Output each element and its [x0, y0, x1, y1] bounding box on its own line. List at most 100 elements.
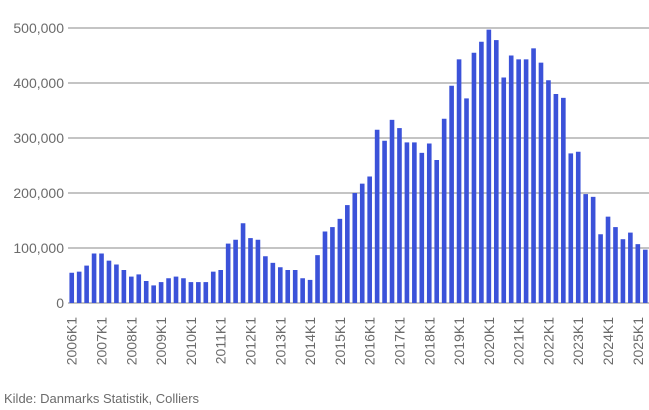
bar: [568, 153, 574, 303]
bar: [464, 98, 469, 304]
x-tick-label: 2011K1: [213, 317, 229, 364]
bar: [635, 244, 641, 303]
bar: [628, 232, 633, 303]
bar: [479, 41, 484, 303]
x-tick-label: 2014K1: [302, 317, 318, 365]
y-tick-label: 400,000: [13, 75, 64, 91]
bar: [233, 239, 238, 303]
y-tick-label: 0: [56, 295, 64, 311]
x-tick-label: 2022K1: [540, 317, 556, 365]
bar: [642, 249, 648, 303]
x-tick-label: 2021K1: [511, 317, 527, 365]
bar: [583, 194, 588, 303]
bar: [613, 227, 618, 303]
bar: [382, 140, 387, 303]
bar: [188, 282, 194, 303]
bar: [449, 85, 454, 303]
bar: [218, 270, 224, 303]
bar: [419, 152, 425, 303]
bar: [173, 276, 179, 303]
bar: [292, 270, 298, 303]
bar: [501, 77, 507, 303]
bar: [345, 205, 350, 303]
bar: [307, 279, 313, 303]
x-tick-label: 2019K1: [451, 317, 467, 365]
x-tick-label: 2009K1: [153, 317, 169, 365]
bar: [523, 59, 529, 303]
x-tick-label: 2007K1: [94, 317, 110, 365]
bar: [225, 243, 231, 303]
bar: [151, 285, 156, 303]
bar: [590, 196, 596, 303]
bar: [352, 193, 358, 303]
bar: [196, 282, 201, 303]
x-tick-label: 2023K1: [570, 317, 586, 365]
bar: [337, 218, 343, 303]
bar: [389, 119, 395, 303]
bar: [620, 239, 626, 303]
x-tick-label: 2015K1: [332, 317, 348, 365]
bar: [561, 97, 566, 303]
bar: [374, 129, 380, 303]
bar: [456, 59, 462, 303]
bar: [404, 142, 410, 303]
bar: [255, 239, 261, 303]
bar: [121, 270, 127, 303]
y-tick-label: 200,000: [13, 185, 64, 201]
y-tick-label: 300,000: [13, 130, 64, 146]
bar: [136, 274, 142, 303]
bar: [486, 29, 492, 304]
bar: [91, 253, 97, 303]
bar: [210, 271, 216, 303]
bar: [263, 256, 268, 303]
bar: [516, 59, 521, 303]
bar: [181, 278, 186, 303]
y-tick-label: 500,000: [13, 20, 64, 36]
bar: [129, 276, 134, 303]
bar: [359, 183, 365, 303]
bar: [412, 142, 417, 303]
x-tick-label: 2006K1: [64, 317, 80, 365]
bar: [546, 80, 551, 303]
bar: [553, 94, 559, 303]
x-tick-label: 2017K1: [391, 317, 407, 365]
x-axis-ticks: 2006K1 2007K1 2008K1 2009K1 2010K1 2011K1 2012…: [64, 317, 646, 365]
bar: [106, 260, 112, 303]
bar: [69, 272, 75, 303]
bar: [397, 128, 402, 303]
bar: [531, 48, 536, 303]
y-tick-label: 100,000: [13, 240, 64, 256]
x-tick-label: 2008K1: [123, 317, 139, 365]
bar: [367, 176, 372, 303]
x-tick-label: 2020K1: [481, 317, 497, 365]
bar: [203, 282, 209, 303]
bars: [69, 29, 648, 304]
y-axis-ticks: 0 100,000 200,000 300,000 400,000 500,000: [13, 20, 64, 311]
bar: [248, 238, 253, 303]
bar: [114, 264, 119, 303]
bar: [300, 278, 305, 303]
bar: [166, 278, 171, 303]
bar: [322, 231, 328, 303]
gridlines: [68, 27, 649, 304]
bar: [471, 52, 477, 303]
bar: [277, 267, 283, 303]
bar: [598, 234, 603, 303]
bar: [158, 282, 164, 303]
bar: [426, 143, 432, 303]
x-tick-label: 2024K1: [600, 317, 616, 365]
bar: [493, 40, 499, 303]
bar: [285, 270, 291, 303]
x-tick-label: 2016K1: [362, 317, 378, 365]
bar: [143, 281, 149, 303]
x-tick-label: 2013K1: [272, 317, 288, 365]
bar: [441, 118, 447, 303]
x-tick-label: 2018K1: [421, 317, 437, 365]
bar: [605, 216, 611, 303]
bar: [508, 55, 514, 303]
bar: [434, 160, 440, 303]
source-note: Kilde: Danmarks Statistik, Colliers: [4, 391, 200, 406]
x-tick-label: 2010K1: [183, 317, 199, 365]
bar: [76, 271, 82, 303]
